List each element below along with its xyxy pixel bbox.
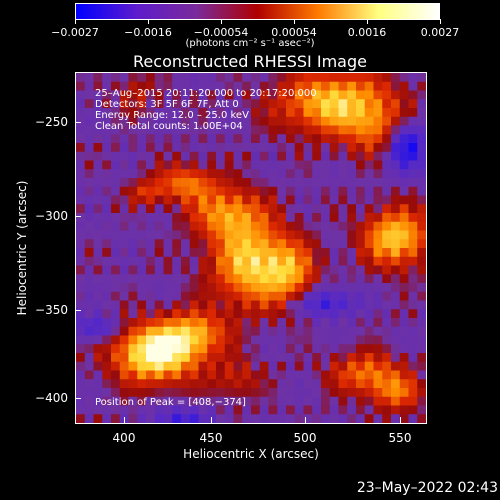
x-axis-tick [211,417,212,424]
x-axis-tick [400,417,401,424]
x-axis-tick-label: 400 [112,431,136,445]
y-axis-tick-label: −400 [35,391,68,405]
x-axis-tick-label: 500 [293,431,317,445]
y-axis-tick-label: −350 [35,303,68,317]
rhessi-heatmap [76,73,426,423]
colorbar-tick [221,19,222,24]
annotation-energy: Energy Range: 12.0 – 25.0 keV [95,110,249,121]
y-axis-tick [75,122,81,123]
colorbar-units: (photons cm⁻² s⁻¹ asec⁻²) [185,38,315,49]
colorbar-tick [75,19,76,24]
colorbar-tick [294,19,295,24]
colorbar-tick-label: 0.0016 [347,26,387,39]
y-axis-tick [75,398,81,399]
colorbar-tick-label: −0.0027 [51,26,99,39]
annotation-method: Clean Total counts: 1.00E+04 [95,121,243,132]
colorbar-tick [440,19,441,24]
colorbar-tick [367,19,368,24]
colorbar-tick [148,19,149,24]
annotation-detectors: Detectors: 3F 5F 6F 7F, Att 0 [95,99,239,110]
colorbar-tick-label: −0.00054 [193,26,249,39]
y-axis-tick [75,310,81,311]
annotation-peak: Position of Peak = [408,−374] [95,397,246,408]
x-axis-label: Heliocentric X (arcsec) [183,447,319,461]
colorbar-tick-label: −0.0016 [124,26,172,39]
annotation-time: 25–Aug–2015 20:11:20.000 to 20:17:20.000 [95,88,317,99]
timestamp: 23–May–2022 02:43 [356,480,498,496]
x-axis-tick [124,417,125,424]
y-axis-tick [75,216,81,217]
image-frame [75,72,427,424]
x-axis-tick [305,417,306,424]
x-axis-tick-label: 450 [199,431,223,445]
colorbar-tick-label: 0.0027 [420,26,460,39]
x-axis-tick-label: 550 [388,431,412,445]
y-axis-label: Heliocentric Y (arcsec) [15,180,29,316]
colorbar [75,3,440,20]
colorbar-tick-label: 0.00054 [271,26,317,39]
y-axis-tick-label: −300 [35,209,68,223]
y-axis-tick-label: −250 [35,115,68,129]
plot-title: Reconstructed RHESSI Image [133,52,367,71]
